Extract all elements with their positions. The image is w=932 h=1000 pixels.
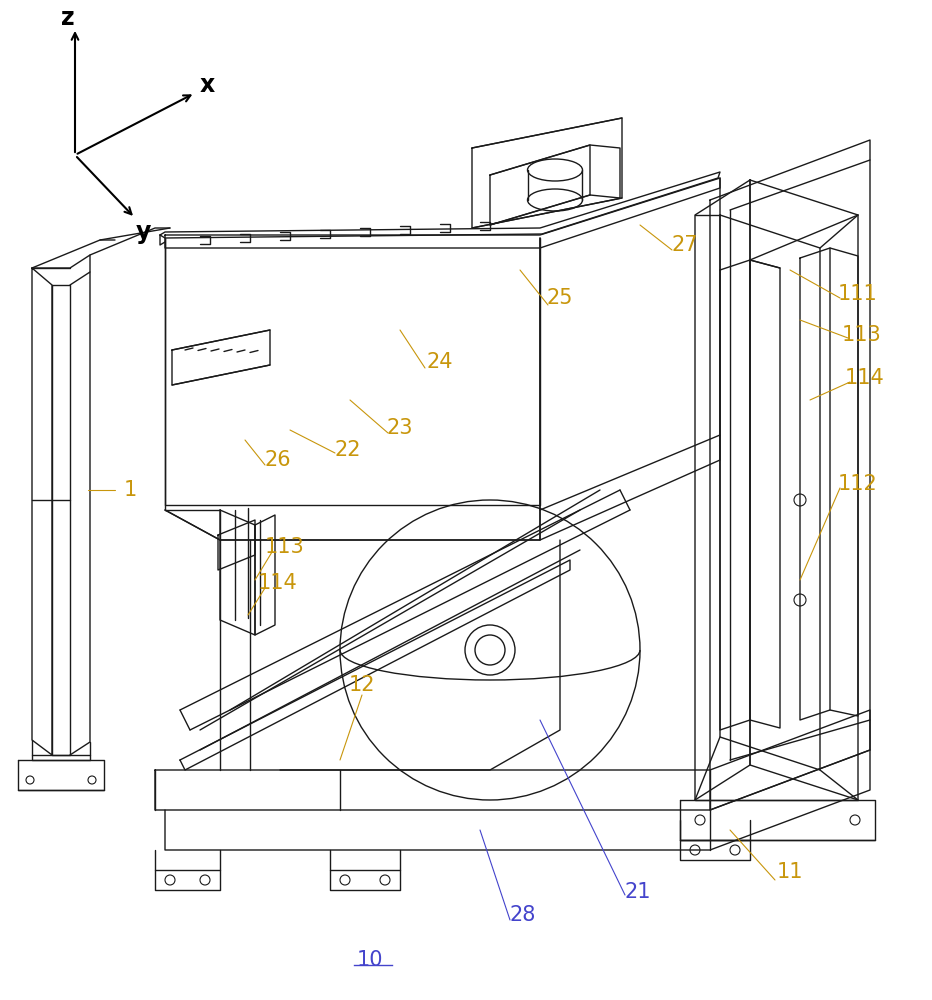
Text: 24: 24	[427, 352, 453, 372]
Text: 114: 114	[258, 573, 298, 593]
Text: 113: 113	[265, 537, 305, 557]
Text: 12: 12	[349, 675, 376, 695]
Text: y: y	[135, 220, 151, 244]
Text: z: z	[62, 6, 75, 30]
Text: 26: 26	[265, 450, 292, 470]
Text: 27: 27	[672, 235, 698, 255]
Text: x: x	[199, 73, 214, 97]
Text: 114: 114	[845, 368, 884, 388]
Text: 10: 10	[357, 950, 383, 970]
Text: 11: 11	[776, 862, 803, 882]
Text: 23: 23	[387, 418, 413, 438]
Text: 21: 21	[624, 882, 651, 902]
Text: 25: 25	[547, 288, 573, 308]
Text: 28: 28	[510, 905, 536, 925]
Text: 111: 111	[838, 284, 878, 304]
Text: 1: 1	[123, 480, 137, 500]
Text: 22: 22	[335, 440, 362, 460]
Text: 113: 113	[843, 325, 882, 345]
Text: 112: 112	[838, 474, 878, 494]
